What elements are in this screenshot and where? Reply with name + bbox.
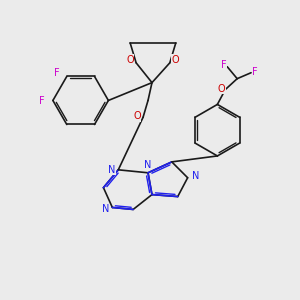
Text: N: N bbox=[144, 160, 152, 170]
Text: O: O bbox=[218, 84, 225, 94]
Text: N: N bbox=[192, 171, 199, 181]
Text: N: N bbox=[108, 165, 115, 175]
Text: F: F bbox=[220, 60, 226, 70]
Text: N: N bbox=[102, 204, 109, 214]
Text: O: O bbox=[133, 111, 141, 121]
Text: F: F bbox=[252, 67, 258, 77]
Text: O: O bbox=[172, 55, 180, 65]
Text: O: O bbox=[126, 55, 134, 65]
Text: F: F bbox=[54, 68, 60, 79]
Text: F: F bbox=[39, 97, 45, 106]
